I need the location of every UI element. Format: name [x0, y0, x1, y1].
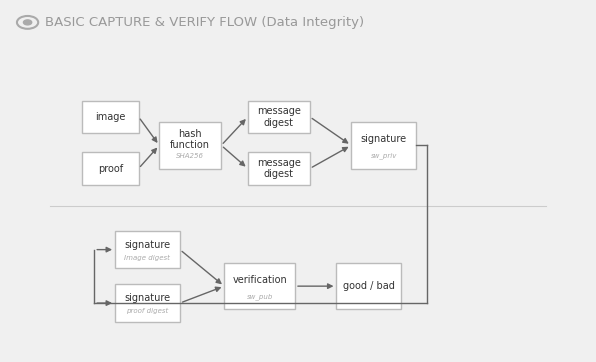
- FancyBboxPatch shape: [351, 122, 416, 169]
- FancyBboxPatch shape: [82, 152, 139, 185]
- Text: sw_priv: sw_priv: [371, 152, 397, 159]
- FancyBboxPatch shape: [115, 285, 180, 322]
- FancyBboxPatch shape: [159, 122, 221, 169]
- Text: proof: proof: [98, 164, 123, 173]
- FancyBboxPatch shape: [82, 101, 139, 133]
- FancyBboxPatch shape: [248, 152, 310, 185]
- Text: signature: signature: [125, 240, 170, 250]
- FancyBboxPatch shape: [224, 263, 295, 309]
- Text: message
digest: message digest: [257, 106, 301, 128]
- Text: SHA256: SHA256: [176, 152, 204, 159]
- Text: sw_pub: sw_pub: [246, 293, 273, 300]
- Text: verification: verification: [232, 275, 287, 285]
- Text: Image digest: Image digest: [125, 255, 170, 261]
- Text: message
digest: message digest: [257, 158, 301, 179]
- Text: BASIC CAPTURE & VERIFY FLOW (Data Integrity): BASIC CAPTURE & VERIFY FLOW (Data Integr…: [45, 16, 364, 29]
- Text: good / bad: good / bad: [343, 281, 395, 291]
- FancyBboxPatch shape: [248, 101, 310, 133]
- Text: signature: signature: [361, 134, 406, 144]
- FancyBboxPatch shape: [336, 263, 401, 309]
- Text: proof digest: proof digest: [126, 308, 169, 314]
- FancyBboxPatch shape: [115, 231, 180, 268]
- Text: hash
function: hash function: [170, 129, 210, 150]
- Circle shape: [23, 20, 32, 25]
- Text: signature: signature: [125, 293, 170, 303]
- Text: image: image: [95, 112, 126, 122]
